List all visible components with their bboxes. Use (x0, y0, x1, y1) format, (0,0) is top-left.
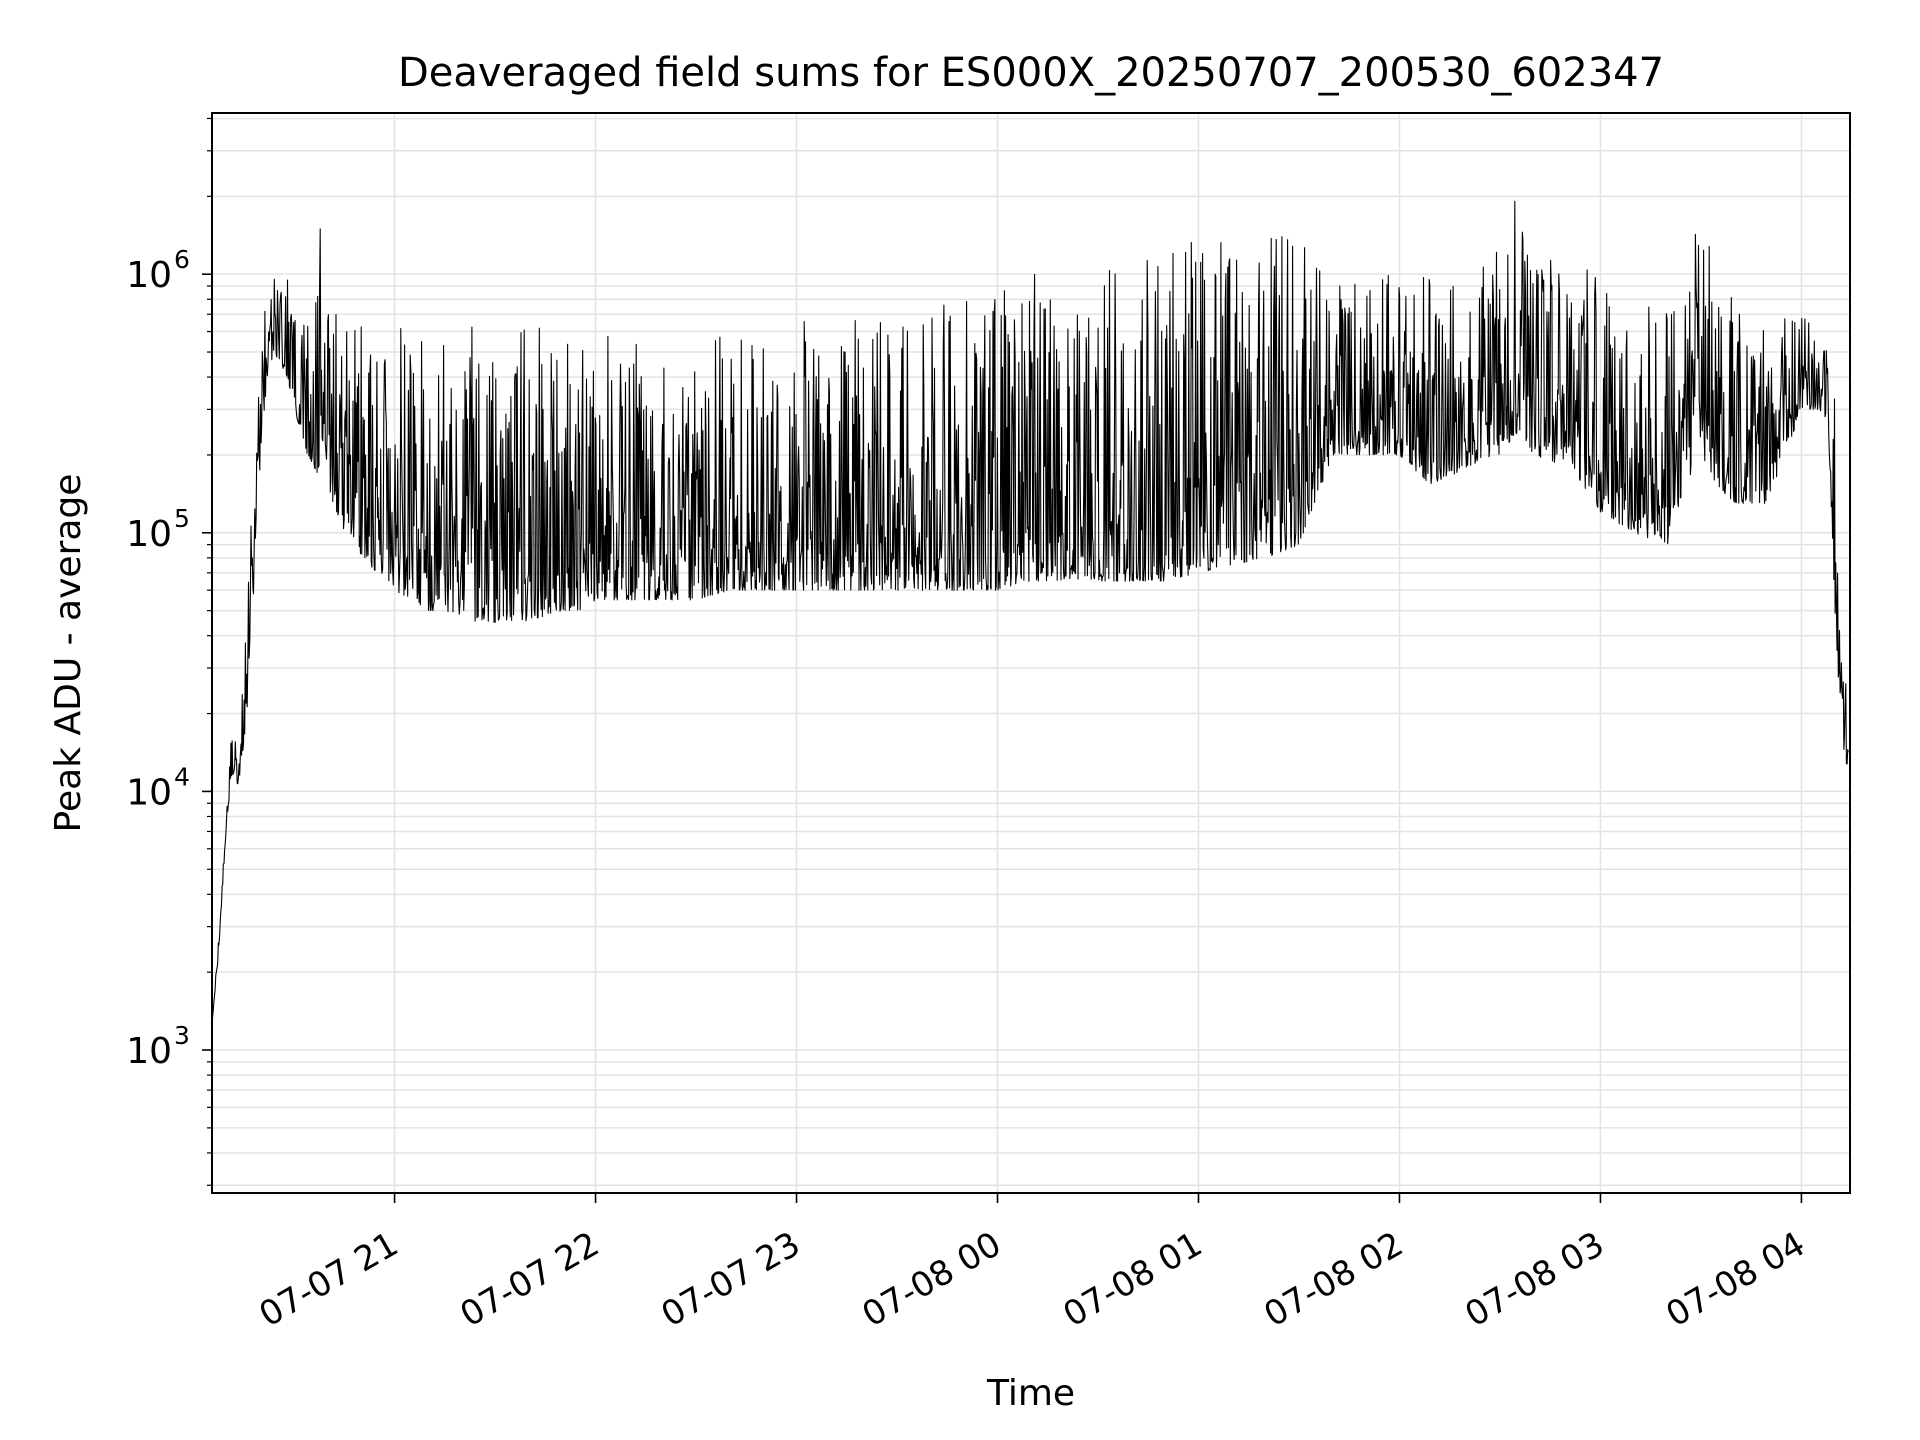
y-tick-exponent: 3 (174, 1021, 190, 1050)
y-tick-exponent: 4 (174, 762, 190, 791)
y-tick-exponent: 5 (174, 504, 190, 533)
y-tick-exponent: 6 (174, 245, 190, 274)
y-axis-label: Peak ADU - average (48, 474, 89, 833)
y-tick-label: 10 (126, 514, 172, 555)
chart-title: Deaveraged field sums for ES000X_2025070… (398, 50, 1664, 96)
y-tick-label: 10 (126, 772, 172, 813)
x-axis-label: Time (986, 1373, 1075, 1414)
y-tick-label: 10 (126, 255, 172, 296)
y-tick-label: 10 (126, 1031, 172, 1072)
